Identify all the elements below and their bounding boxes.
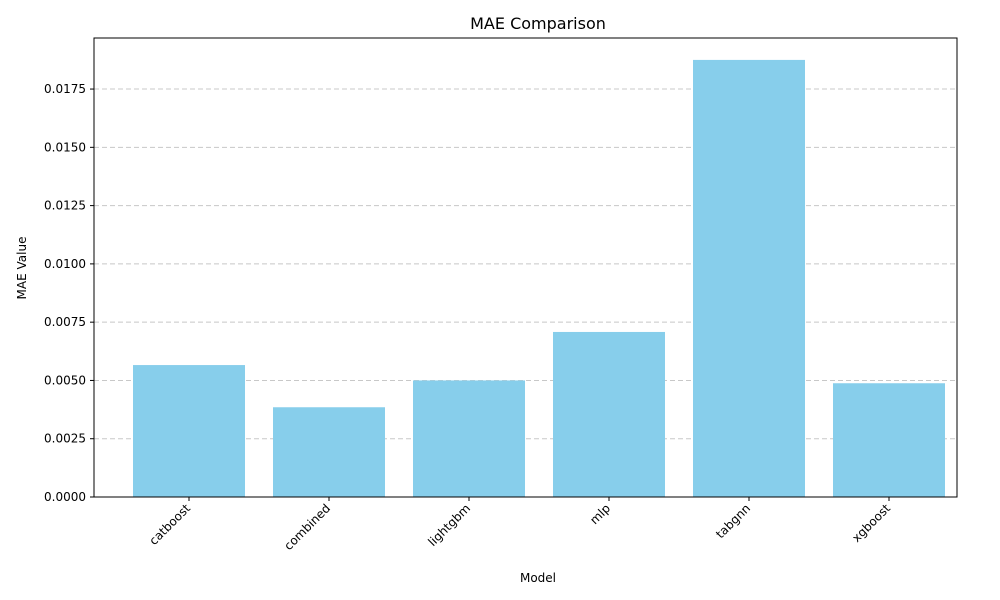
bar-xgboost <box>833 383 945 497</box>
y-axis-label: MAE Value <box>15 237 29 300</box>
x-tick-label-combined: combined <box>281 501 333 553</box>
y-tick-label: 0.0100 <box>44 257 86 271</box>
y-tick-label: 0.0150 <box>44 140 86 154</box>
x-tick-label-catboost: catboost <box>147 501 194 548</box>
bar-catboost <box>133 365 245 497</box>
x-tick-label-mlp: mlp <box>587 501 613 527</box>
bar-tabgnn <box>693 59 805 497</box>
bar-lightgbm <box>413 380 525 497</box>
x-tick-label-lightgbm: lightgbm <box>425 501 473 549</box>
y-tick-label: 0.0025 <box>44 432 86 446</box>
chart-title: MAE Comparison <box>470 14 606 33</box>
plot-frame <box>93 37 958 498</box>
y-tick-label: 0.0125 <box>44 199 86 213</box>
bar-mlp <box>553 331 665 497</box>
bars <box>133 59 945 497</box>
y-tick-label: 0.0000 <box>44 490 86 504</box>
y-tick-label: 0.0075 <box>44 315 86 329</box>
x-axis-label: Model <box>520 571 556 585</box>
y-tick-label: 0.0050 <box>44 373 86 387</box>
y-tick-label: 0.0175 <box>44 82 86 96</box>
x-tick-label-xgboost: xgboost <box>849 501 893 545</box>
bar-combined <box>273 407 385 497</box>
y-axis-ticks: 0.0000 0.0025 0.0050 0.0075 0.0100 0.0125 0.01… <box>44 82 94 504</box>
x-tick-label-tabgnn: tabgnn <box>713 501 753 541</box>
x-axis-ticks: catboost combined lightgbm mlp tabgnn xgboost <box>147 497 893 553</box>
